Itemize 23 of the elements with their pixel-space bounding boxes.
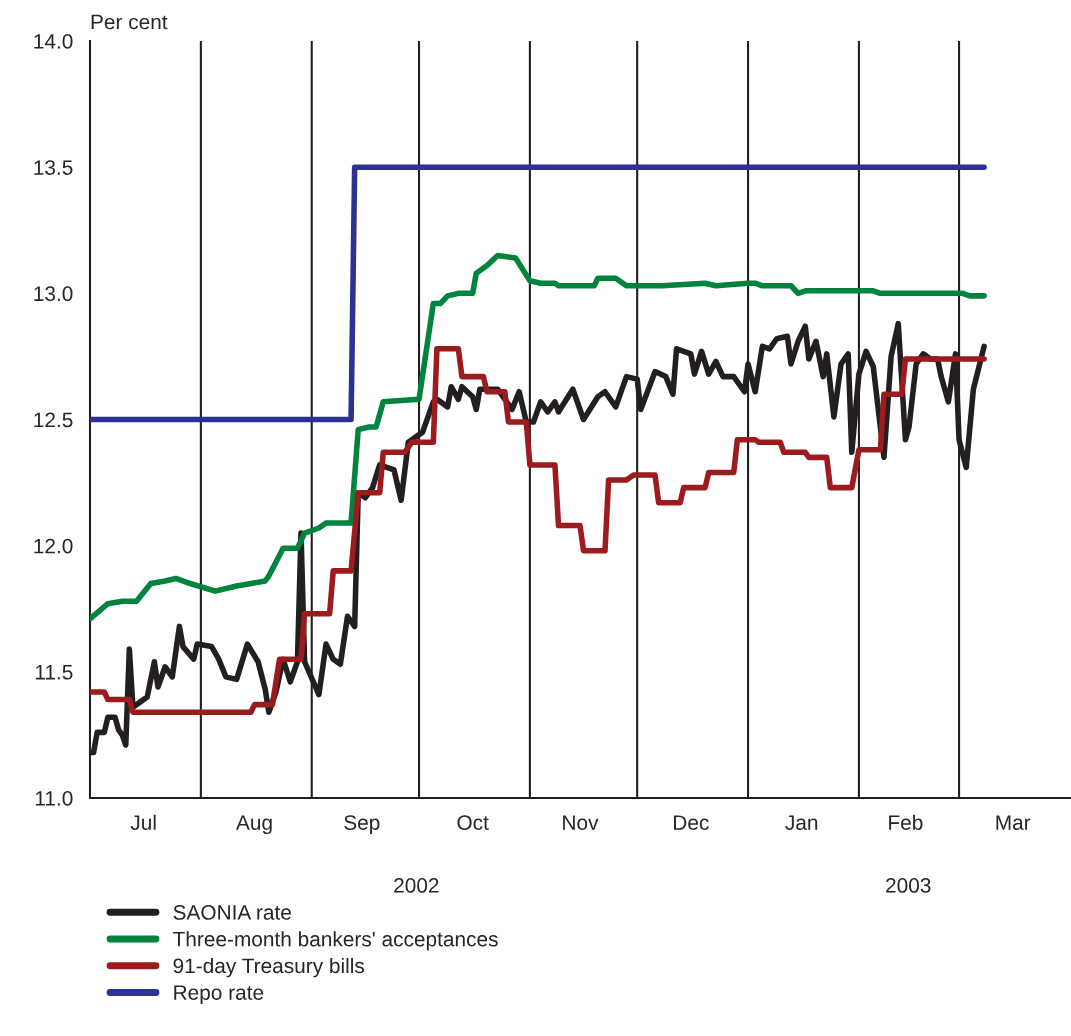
y-tick-label: 13.5 — [34, 160, 73, 175]
x-tick-label: Dec — [674, 815, 709, 830]
legend-label: 91-day Treasury bills — [173, 957, 365, 978]
x-tick-label: Feb — [889, 814, 923, 830]
x-tick-label: Jul — [130, 814, 156, 830]
x-tick-label: Nov — [563, 815, 599, 830]
x-tick-label: Jan — [785, 815, 818, 830]
text: 2002 — [394, 878, 439, 893]
legend-label: Three-month bankers' acceptances — [173, 931, 498, 951]
y-tick-label: 11.5 — [35, 665, 73, 680]
y-tick-label: 11.0 — [35, 791, 73, 806]
legend-label: SAONIA rate — [173, 905, 291, 920]
y-tick-label: 14.0 — [34, 34, 73, 49]
x-tick-label: Sep — [344, 815, 380, 835]
y-tick-label: 12.0 — [34, 538, 73, 554]
x-tick-label: Oct — [457, 815, 489, 830]
y-tick-label: 13.0 — [34, 286, 73, 302]
y-tick-label: 12.5 — [34, 412, 73, 428]
text: 2003 — [886, 878, 931, 893]
legend-label: Repo rate — [174, 985, 264, 1005]
y-axis-title: Per cent — [91, 14, 168, 30]
x-tick-label: Mar — [996, 815, 1031, 830]
x-tick-label: Aug — [236, 815, 272, 835]
